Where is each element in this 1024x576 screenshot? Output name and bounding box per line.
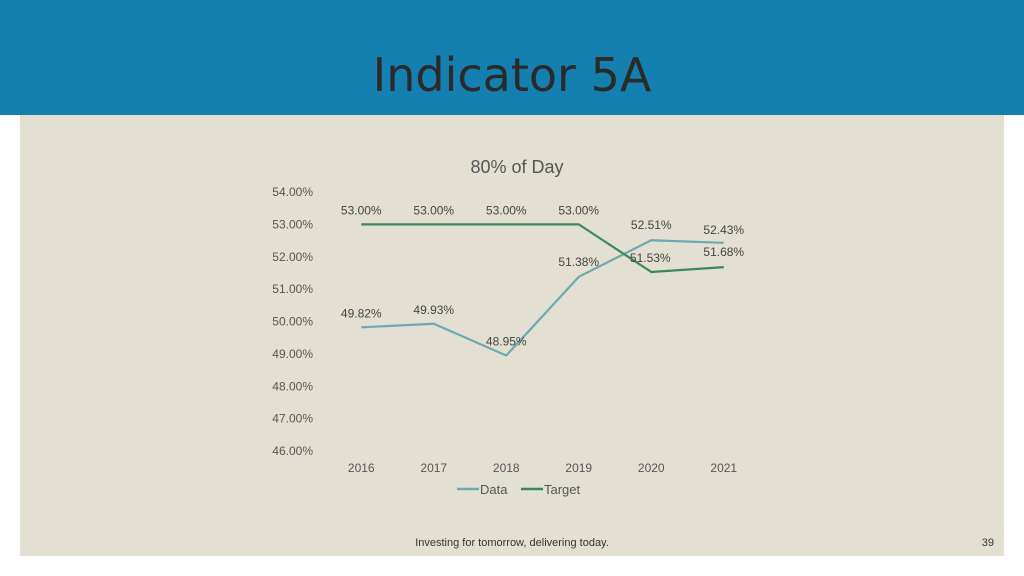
legend-label: Target <box>544 482 581 497</box>
footer-tagline: Investing for tomorrow, delivering today… <box>415 537 609 549</box>
data-label: 51.68% <box>703 245 744 259</box>
x-tick-label: 2018 <box>493 461 520 475</box>
y-tick-label: 47.00% <box>272 412 313 426</box>
series-line-target <box>361 223 724 274</box>
data-label: 48.95% <box>486 334 527 348</box>
x-tick-label: 2020 <box>638 461 665 475</box>
y-tick-label: 50.00% <box>272 315 313 329</box>
data-label: 49.93% <box>413 303 454 317</box>
data-label: 53.00% <box>341 203 382 217</box>
data-label: 52.43% <box>703 223 744 237</box>
content-area <box>20 115 1004 556</box>
x-tick-label: 2016 <box>348 461 375 475</box>
y-tick-label: 54.00% <box>272 185 313 199</box>
page-number: 39 <box>981 537 994 549</box>
y-tick-label: 51.00% <box>272 282 313 296</box>
data-label: 53.00% <box>486 203 527 217</box>
x-tick-label: 2021 <box>710 461 737 475</box>
x-tick-label: 2017 <box>420 461 447 475</box>
legend-label: Data <box>480 482 508 497</box>
y-tick-label: 46.00% <box>272 444 313 458</box>
slide-title: Indicator 5A <box>372 48 652 102</box>
y-tick-label: 49.00% <box>272 347 313 361</box>
title-banner <box>0 0 1024 115</box>
data-label: 53.00% <box>558 203 599 217</box>
data-label: 51.53% <box>630 251 671 265</box>
data-label: 52.51% <box>631 218 672 232</box>
y-tick-label: 53.00% <box>272 217 313 231</box>
y-tick-label: 48.00% <box>272 379 313 393</box>
series-line-data <box>361 239 724 357</box>
data-label: 53.00% <box>413 203 454 217</box>
chart-title: 80% of Day <box>470 157 563 177</box>
y-tick-label: 52.00% <box>272 250 313 264</box>
x-tick-label: 2019 <box>565 461 592 475</box>
data-label: 51.38% <box>558 255 599 269</box>
data-label: 49.82% <box>341 306 382 320</box>
